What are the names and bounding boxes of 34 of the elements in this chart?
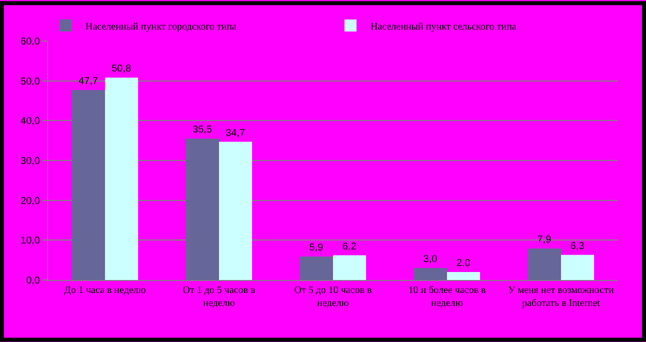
bar <box>72 90 105 280</box>
bar <box>219 142 252 280</box>
bar <box>105 78 138 280</box>
x-tick-label: От 5 до 10 часов в неделю <box>294 285 372 309</box>
bar <box>333 255 366 280</box>
bar <box>561 254 594 280</box>
y-tick-label: 20,0 <box>20 196 40 207</box>
legend-label: Населенный пункт городского типа <box>86 21 238 32</box>
bar <box>300 256 333 280</box>
y-tick-label: 30,0 <box>20 156 40 167</box>
x-tick-label: 10 и более часов в неделю <box>408 285 486 309</box>
x-tick-label: У меня нет возможности работать в Internet <box>508 285 614 309</box>
y-tick-label: 40,0 <box>20 116 40 128</box>
data-label: 6,3 <box>570 240 585 252</box>
x-tick-label: От 1 до 5 часов в неделю <box>182 285 256 309</box>
data-label: 7,9 <box>537 234 552 246</box>
legend-label: Населенный пункт сельского типа <box>370 21 517 32</box>
data-label: 2,0 <box>456 258 471 270</box>
bar <box>414 268 447 280</box>
x-tick-label: До 1 часа в неделю <box>64 285 146 296</box>
bar <box>186 138 219 280</box>
data-label: 34,7 <box>226 128 246 139</box>
data-label: 5,9 <box>309 242 324 254</box>
data-label: 6,2 <box>342 241 357 252</box>
y-tick-label: 10,0 <box>20 236 40 247</box>
data-label: 47,7 <box>78 76 98 87</box>
data-label: 35,5 <box>192 124 212 136</box>
y-tick-label: 60,0 <box>20 36 40 48</box>
y-tick-label: 50,0 <box>20 76 40 88</box>
data-label: 50,8 <box>112 64 132 75</box>
data-label: 3,0 <box>423 254 438 266</box>
y-tick-label: 0,0 <box>26 276 40 286</box>
bar <box>447 272 480 280</box>
bar <box>528 248 561 280</box>
